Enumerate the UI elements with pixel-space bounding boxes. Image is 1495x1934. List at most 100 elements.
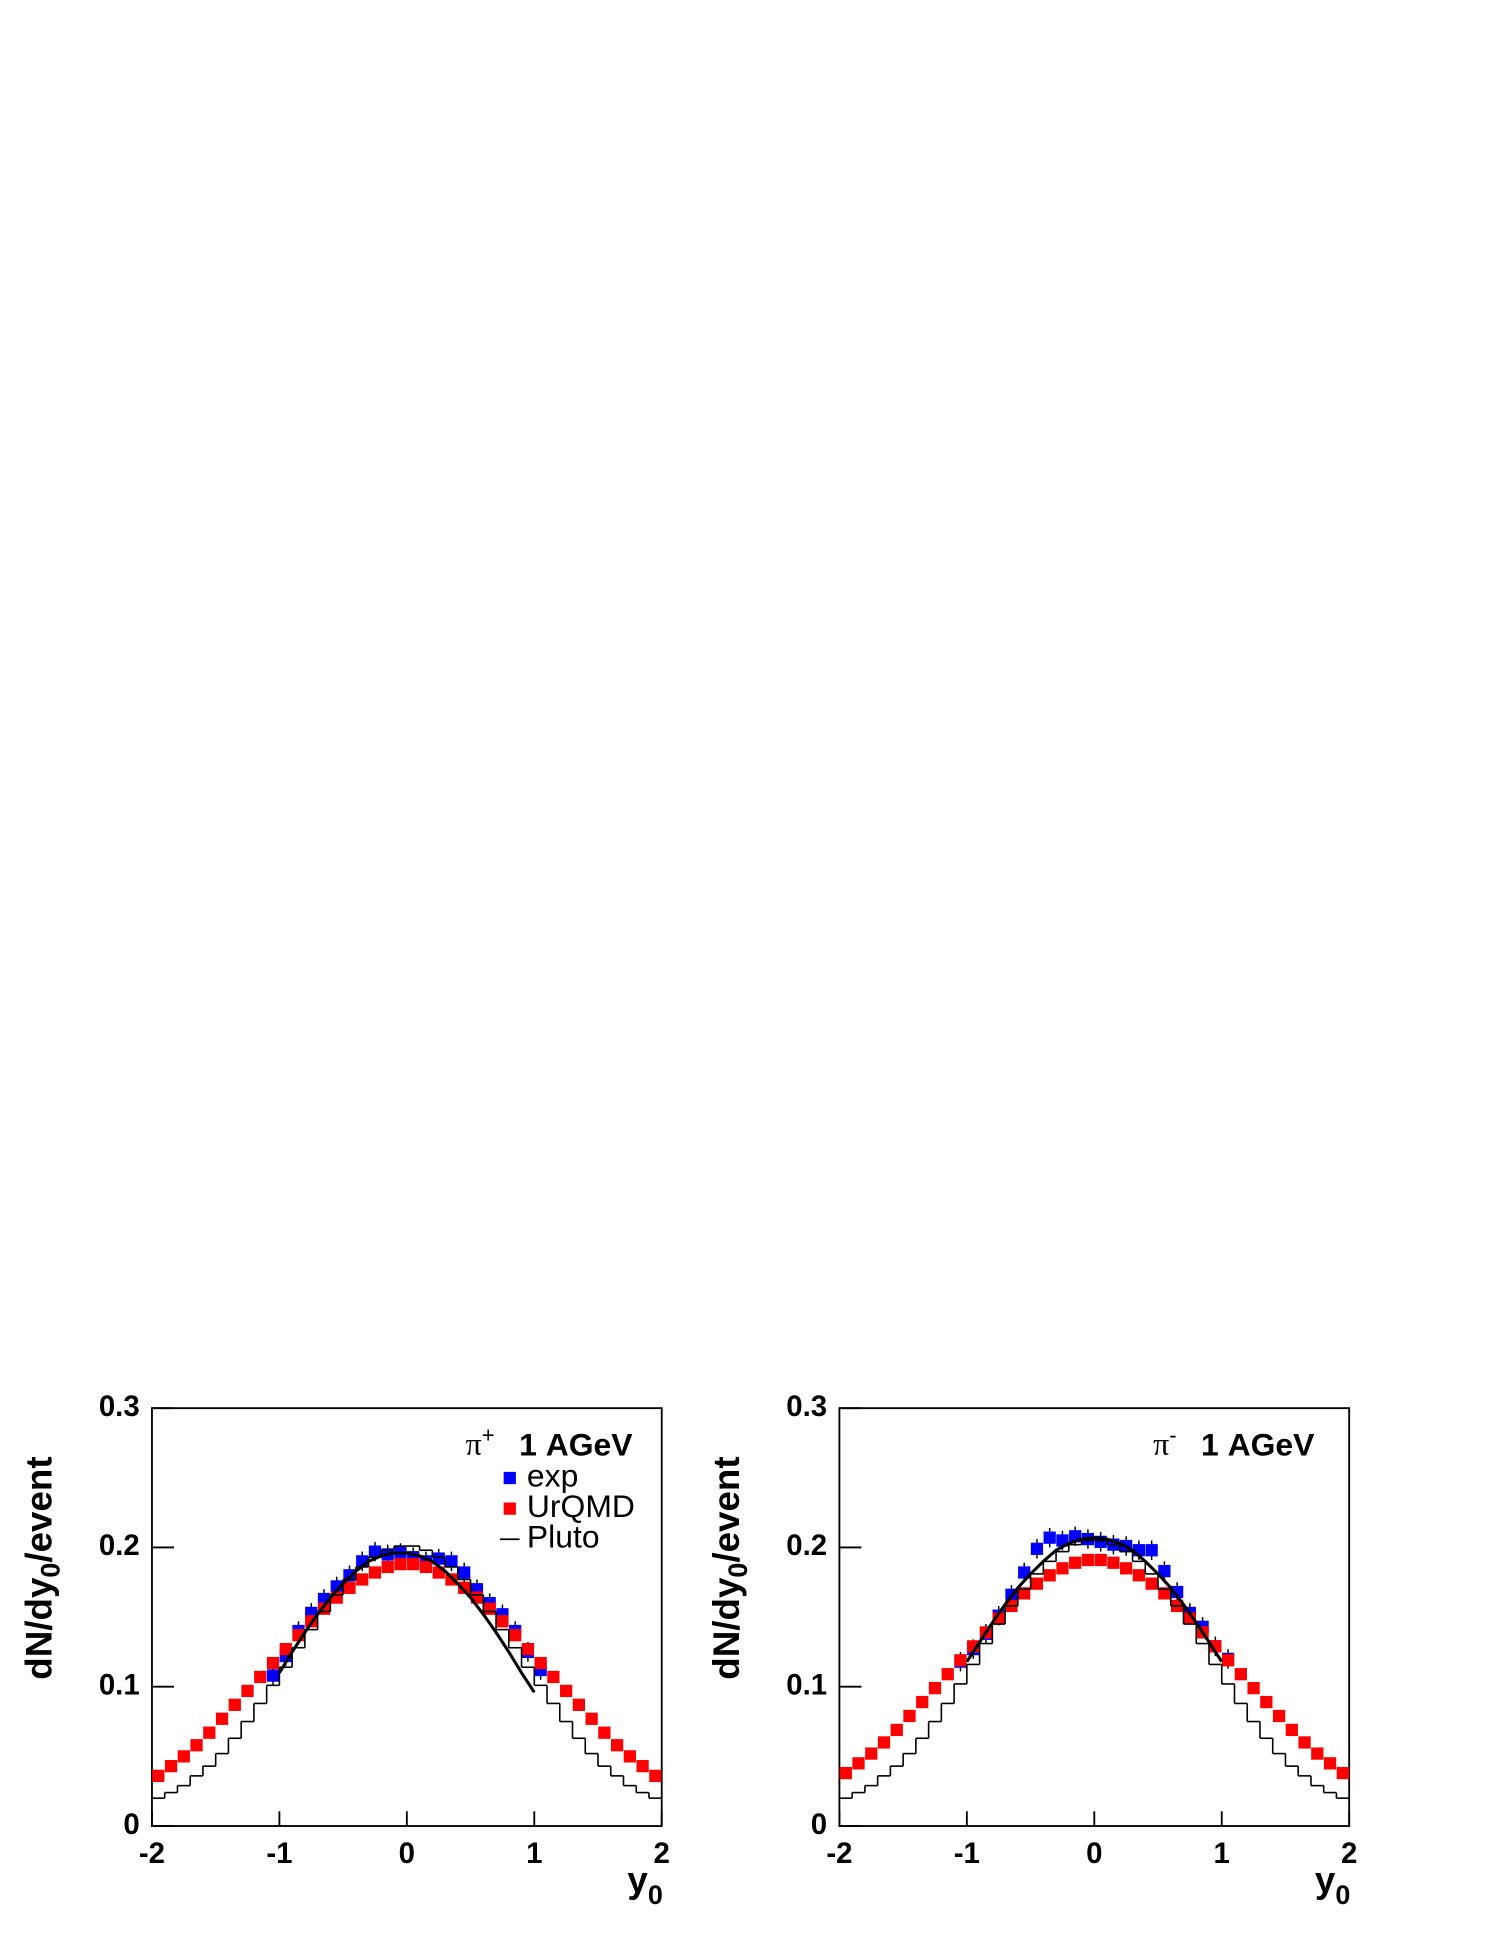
point <box>1234 1668 1247 1681</box>
point <box>1145 1544 1158 1557</box>
x-tick-label: -2 <box>139 1837 165 1870</box>
legend-marker <box>503 1502 516 1515</box>
point <box>852 1757 865 1770</box>
point <box>458 1581 471 1594</box>
point <box>1018 1587 1031 1600</box>
x-tick-label: 2 <box>1341 1837 1357 1870</box>
energy: 1 AGeV <box>519 1427 633 1463</box>
point <box>1056 1562 1069 1575</box>
y-tick-label: 0 <box>123 1808 139 1841</box>
point <box>903 1709 916 1723</box>
point <box>877 1736 891 1749</box>
x-label-main: y <box>627 1859 648 1900</box>
energy: 1 AGeV <box>1201 1427 1315 1463</box>
annotation: π+ 1 AGeV <box>466 1422 634 1463</box>
x-tick-label: 1 <box>526 1837 542 1870</box>
y-tick-label: 0.1 <box>786 1668 827 1701</box>
point <box>368 1566 382 1579</box>
point <box>1081 1553 1095 1567</box>
point <box>1145 1577 1158 1590</box>
point <box>1336 1766 1349 1780</box>
charge: - <box>1169 1422 1176 1447</box>
x-tick-label: 2 <box>654 1837 670 1870</box>
point <box>585 1712 598 1725</box>
fit-curve <box>278 1551 536 1694</box>
point <box>445 1555 458 1568</box>
point <box>228 1698 241 1711</box>
point <box>356 1573 369 1586</box>
x-tick-label: -1 <box>954 1837 980 1870</box>
point <box>649 1769 662 1782</box>
y-label-main: dN/dy <box>18 1577 59 1680</box>
point <box>458 1566 471 1579</box>
x-tick-label: 0 <box>399 1837 415 1870</box>
point <box>266 1669 280 1682</box>
point <box>1043 1531 1056 1544</box>
point <box>1030 1577 1044 1590</box>
point <box>254 1670 267 1684</box>
point <box>266 1656 280 1670</box>
point <box>1120 1562 1133 1575</box>
point <box>1171 1585 1184 1599</box>
y-axis-label: dN/dy0/event <box>706 1456 753 1679</box>
y-label-rest: /event <box>706 1456 747 1562</box>
y-tick-label: 0.1 <box>99 1668 140 1701</box>
point <box>1323 1757 1337 1770</box>
point <box>941 1668 954 1681</box>
charge: + <box>482 1422 495 1447</box>
point <box>547 1670 560 1684</box>
point <box>381 1560 394 1574</box>
point <box>279 1642 292 1656</box>
point <box>203 1726 216 1739</box>
point <box>368 1545 382 1558</box>
point <box>916 1695 929 1709</box>
point <box>610 1739 624 1752</box>
y-label-sub: 0 <box>36 1563 66 1578</box>
point <box>496 1615 509 1628</box>
point <box>394 1558 407 1571</box>
x-tick-label: -1 <box>266 1837 292 1870</box>
plot-frame <box>151 1407 663 1827</box>
particle: π <box>1153 1427 1169 1462</box>
point <box>1069 1556 1082 1569</box>
legend-label: exp <box>527 1457 578 1493</box>
point <box>1043 1569 1056 1582</box>
fit-curve <box>965 1536 1224 1663</box>
point <box>636 1759 649 1773</box>
point <box>1311 1747 1324 1760</box>
particle: π <box>466 1427 482 1462</box>
point <box>1132 1569 1146 1582</box>
x-tick-label: 0 <box>1086 1837 1102 1870</box>
point <box>521 1642 535 1656</box>
point <box>890 1723 903 1737</box>
point <box>1260 1695 1273 1709</box>
point <box>1272 1709 1286 1723</box>
point <box>509 1629 522 1642</box>
point <box>1221 1654 1235 1667</box>
y-tick-label: 0.3 <box>99 1390 140 1423</box>
point <box>190 1739 203 1752</box>
y-label-main: dN/dy <box>706 1577 747 1680</box>
y-tick-label: 0.3 <box>786 1390 827 1423</box>
point <box>432 1552 445 1565</box>
point <box>1285 1723 1298 1737</box>
point <box>623 1750 636 1763</box>
plot-frame <box>838 1407 1351 1827</box>
point <box>598 1726 611 1739</box>
point <box>1094 1553 1107 1567</box>
point <box>215 1712 229 1725</box>
point <box>177 1750 190 1763</box>
legend-label: UrQMD <box>527 1488 635 1524</box>
point <box>1107 1556 1120 1569</box>
point <box>572 1698 586 1711</box>
point <box>483 1602 496 1615</box>
point <box>407 1558 420 1571</box>
point <box>865 1747 878 1760</box>
y-label-rest: /event <box>18 1456 59 1562</box>
point <box>928 1681 942 1695</box>
point <box>1158 1564 1171 1578</box>
point <box>1030 1542 1044 1555</box>
x-label-main: y <box>1315 1859 1336 1900</box>
